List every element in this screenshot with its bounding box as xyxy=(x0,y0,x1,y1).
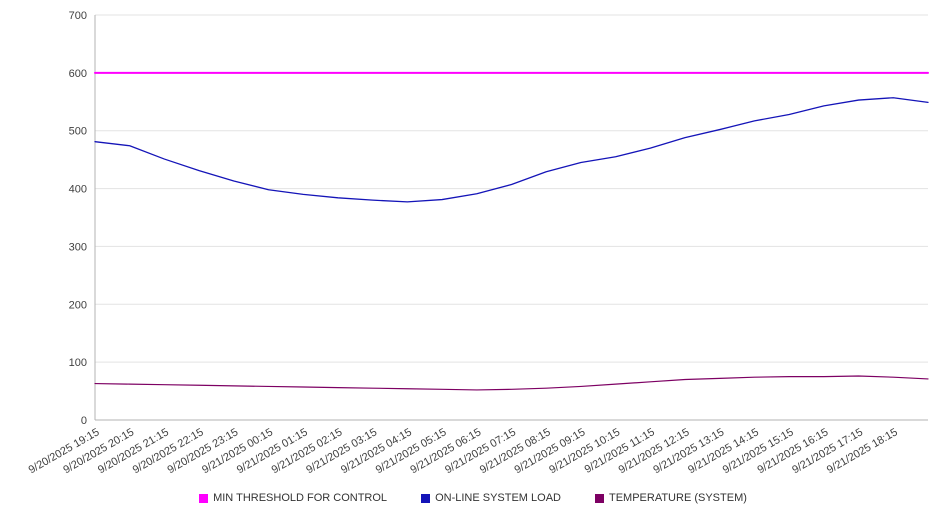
y-tick-label: 300 xyxy=(69,241,87,253)
y-tick-label: 500 xyxy=(69,126,87,138)
y-tick-label: 100 xyxy=(69,357,87,369)
legend-item: TEMPERATURE (SYSTEM) xyxy=(594,492,747,504)
legend-label: ON-LINE SYSTEM LOAD xyxy=(435,492,561,504)
legend-swatch-icon xyxy=(421,493,431,503)
legend-label: MIN THRESHOLD FOR CONTROL xyxy=(213,492,388,504)
legend-swatch-icon xyxy=(199,493,209,503)
series-line xyxy=(94,97,929,203)
y-tick-label: 600 xyxy=(69,68,87,80)
legend-label: TEMPERATURE (SYSTEM) xyxy=(608,492,747,504)
y-tick-label: 200 xyxy=(69,299,87,311)
legend-item: ON-LINE SYSTEM LOAD xyxy=(421,492,561,504)
chart-legend: MIN THRESHOLD FOR CONTROL ON-LINE SYSTEM … xyxy=(0,492,946,504)
legend-swatch-icon xyxy=(594,493,604,503)
y-tick-label: 400 xyxy=(69,184,87,196)
y-tick-label: 700 xyxy=(69,10,87,22)
legend-item: MIN THRESHOLD FOR CONTROL xyxy=(199,492,387,504)
series-line xyxy=(94,375,929,391)
y-tick-label: 0 xyxy=(81,415,87,427)
